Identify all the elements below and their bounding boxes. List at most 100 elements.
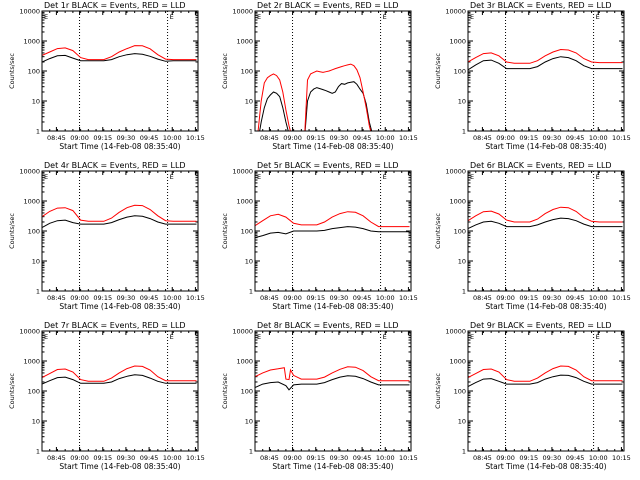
panel-title: Det 9r BLACK = Events, RED = LLD bbox=[470, 321, 612, 330]
series-events-black-line bbox=[255, 375, 410, 391]
y-tick-label: 1 bbox=[36, 128, 40, 136]
y-tick-label: 1000 bbox=[449, 38, 466, 46]
y-tick-label: 10000 bbox=[232, 328, 253, 336]
series-lld-red-line bbox=[468, 206, 623, 223]
series-events-black-line bbox=[42, 53, 197, 63]
x-tick-label: 09:00 bbox=[496, 134, 515, 142]
y-tick-label: 100 bbox=[28, 228, 40, 236]
x-tick-label: 09:15 bbox=[306, 134, 325, 142]
x-tick-label: 09:45 bbox=[140, 294, 159, 302]
y-axis-label: Counts/sec bbox=[434, 213, 442, 249]
x-tick-label: 09:00 bbox=[496, 454, 515, 462]
corner-mark-left: E bbox=[44, 173, 48, 181]
x-tick-label: 09:30 bbox=[117, 134, 136, 142]
x-tick-label: 09:15 bbox=[93, 134, 112, 142]
x-tick-label: 10:00 bbox=[376, 134, 395, 142]
y-axis-label: Counts/sec bbox=[221, 213, 229, 249]
y-tick-label: 1 bbox=[462, 288, 466, 296]
corner-mark-left: E bbox=[44, 333, 48, 341]
panel-title: Det 3r BLACK = Events, RED = LLD bbox=[470, 1, 612, 10]
y-tick-label: 1000 bbox=[236, 198, 253, 206]
corner-mark-left: E bbox=[257, 333, 261, 341]
x-tick-label: 09:00 bbox=[70, 134, 89, 142]
y-tick-label: 1000 bbox=[236, 358, 253, 366]
x-axis-label: Start Time (14-Feb-08 08:35:40) bbox=[485, 142, 606, 151]
y-tick-label: 100 bbox=[454, 68, 466, 76]
corner-mark-right: E bbox=[383, 13, 387, 21]
series-events-black-line bbox=[468, 374, 623, 388]
x-tick-label: 10:00 bbox=[163, 454, 182, 462]
series-events-black-line bbox=[255, 226, 410, 239]
x-tick-label: 10:15 bbox=[186, 134, 205, 142]
x-tick-label: 09:00 bbox=[283, 294, 302, 302]
y-tick-label: 10 bbox=[458, 98, 466, 106]
y-tick-label: 1 bbox=[462, 128, 466, 136]
x-tick-label: 09:00 bbox=[283, 454, 302, 462]
corner-mark-right: E bbox=[170, 173, 174, 181]
panel-title: Det 8r BLACK = Events, RED = LLD bbox=[257, 321, 399, 330]
x-tick-label: 08:45 bbox=[47, 294, 66, 302]
y-tick-label: 10 bbox=[245, 98, 253, 106]
corner-mark-left: E bbox=[470, 13, 474, 21]
x-axis-label: Start Time (14-Feb-08 08:35:40) bbox=[59, 462, 180, 471]
corner-mark-right: E bbox=[170, 13, 174, 21]
x-tick-label: 08:45 bbox=[260, 134, 279, 142]
y-axis-label: Counts/sec bbox=[434, 53, 442, 89]
panel-det-1r: Det 1r BLACK = Events, RED = LLD 1 10 100 10… bbox=[8, 1, 205, 151]
y-tick-label: 1 bbox=[249, 288, 253, 296]
x-tick-label: 10:00 bbox=[589, 294, 608, 302]
x-tick-label: 09:30 bbox=[543, 454, 562, 462]
x-tick-label: 08:45 bbox=[260, 294, 279, 302]
plot-frame bbox=[41, 170, 199, 292]
y-tick-label: 1 bbox=[36, 448, 40, 456]
y-tick-label: 100 bbox=[241, 388, 253, 396]
x-tick-label: 09:45 bbox=[566, 454, 585, 462]
corner-mark-right: E bbox=[596, 333, 600, 341]
series-events-black-line bbox=[468, 56, 623, 71]
plot-frame bbox=[467, 170, 625, 292]
y-tick-label: 1 bbox=[249, 448, 253, 456]
series-lld-red-line bbox=[468, 365, 623, 382]
corner-mark-right: E bbox=[383, 173, 387, 181]
panel-title: Det 6r BLACK = Events, RED = LLD bbox=[470, 161, 612, 170]
x-tick-label: 10:00 bbox=[163, 134, 182, 142]
corner-mark-left: E bbox=[470, 173, 474, 181]
x-tick-label: 10:15 bbox=[399, 294, 418, 302]
y-tick-label: 1 bbox=[462, 448, 466, 456]
x-tick-label: 09:45 bbox=[140, 134, 159, 142]
y-tick-label: 10000 bbox=[445, 328, 466, 336]
y-tick-label: 100 bbox=[28, 68, 40, 76]
x-tick-label: 09:45 bbox=[353, 134, 372, 142]
panel-det-5r: Det 5r BLACK = Events, RED = LLD 1 10 100 10… bbox=[221, 161, 418, 311]
corner-mark-right: E bbox=[383, 333, 387, 341]
x-tick-label: 09:30 bbox=[330, 134, 349, 142]
y-tick-label: 10 bbox=[458, 418, 466, 426]
x-tick-label: 10:15 bbox=[612, 294, 631, 302]
corner-mark-left: E bbox=[257, 173, 261, 181]
plot-frame bbox=[41, 330, 199, 452]
x-tick-label: 09:15 bbox=[519, 294, 538, 302]
x-tick-label: 09:30 bbox=[543, 134, 562, 142]
y-axis-label: Counts/sec bbox=[434, 373, 442, 409]
series-lld-red-line bbox=[255, 211, 410, 228]
y-tick-label: 100 bbox=[454, 228, 466, 236]
y-tick-label: 10 bbox=[32, 98, 40, 106]
plot-frame bbox=[254, 170, 412, 292]
x-tick-label: 09:00 bbox=[70, 454, 89, 462]
x-tick-label: 10:00 bbox=[589, 134, 608, 142]
x-tick-label: 08:45 bbox=[473, 454, 492, 462]
y-tick-label: 1 bbox=[36, 288, 40, 296]
panel-title: Det 5r BLACK = Events, RED = LLD bbox=[257, 161, 399, 170]
x-tick-label: 09:15 bbox=[93, 294, 112, 302]
panel-det-4r: Det 4r BLACK = Events, RED = LLD 1 10 100 10… bbox=[8, 161, 205, 311]
series-events-black-line bbox=[42, 215, 197, 229]
y-tick-label: 10 bbox=[245, 258, 253, 266]
y-tick-label: 10000 bbox=[19, 8, 40, 16]
y-tick-label: 10 bbox=[245, 418, 253, 426]
x-tick-label: 09:00 bbox=[496, 294, 515, 302]
x-tick-label: 09:45 bbox=[353, 294, 372, 302]
x-tick-label: 08:45 bbox=[47, 134, 66, 142]
x-tick-label: 09:15 bbox=[306, 294, 325, 302]
series-lld-red-line bbox=[255, 366, 410, 382]
